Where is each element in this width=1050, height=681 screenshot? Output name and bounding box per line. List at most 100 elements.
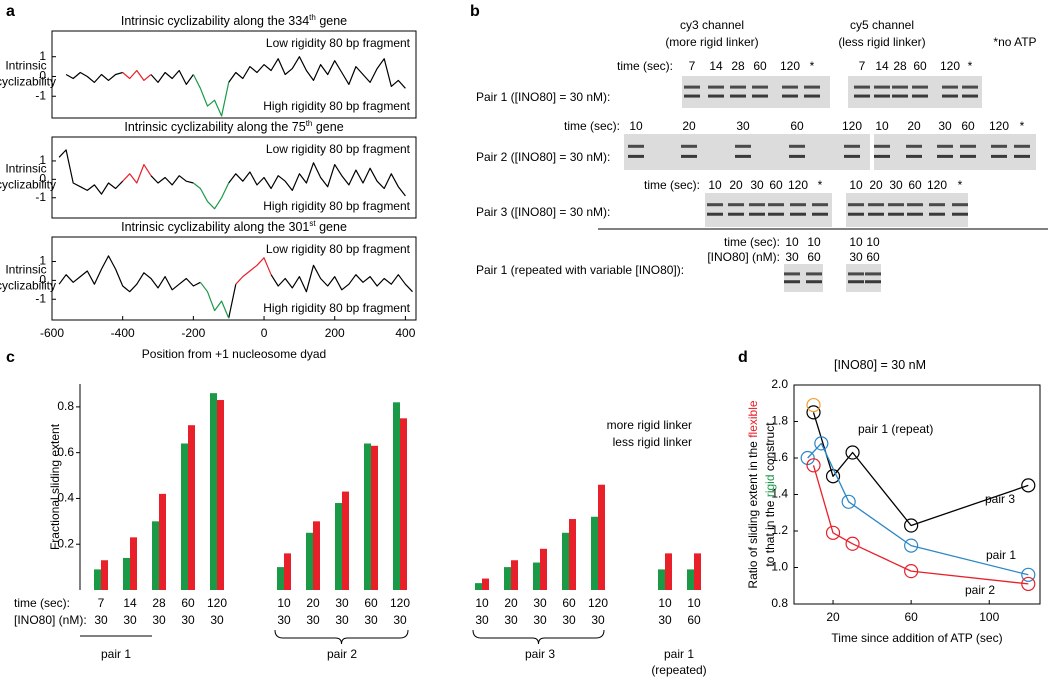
group-label: (repeated) [651, 663, 706, 677]
gel-band [684, 85, 700, 89]
series-label: High rigidity 80 bp fragment [263, 199, 410, 213]
data-line [122, 164, 152, 184]
lane-label: 60 [908, 178, 922, 192]
lane-label: 120 [842, 119, 862, 133]
y-tick-label: 1.0 [771, 560, 788, 574]
y-tick-label: 1.4 [771, 487, 788, 501]
lane-label: 10 [866, 235, 880, 249]
x-tick-label: 60 [181, 596, 195, 610]
lane-label: * [818, 178, 823, 192]
lane-label: 10 [785, 235, 799, 249]
gel-image [682, 76, 830, 108]
title-superscript: st [309, 219, 316, 228]
gel-band [728, 212, 744, 216]
data-line [192, 74, 230, 117]
x-tick-label: 20 [306, 596, 320, 610]
y-tick-label: -1 [35, 291, 46, 305]
gel-band [874, 144, 890, 148]
data-point [845, 536, 860, 551]
y-tick-label: 1 [39, 49, 46, 63]
bar [569, 519, 576, 590]
x-tick-label: 120 [390, 596, 410, 610]
gel-band [1014, 144, 1030, 148]
x-tick-label: -600 [40, 326, 64, 340]
lane-label: 60 [807, 250, 821, 264]
panel-label: c [6, 349, 15, 366]
x-axis-label: Position from +1 nucleosome dyad [142, 347, 326, 361]
x-tick-label: 120 [588, 596, 608, 610]
gel-band [790, 203, 806, 207]
gel-band [937, 144, 953, 148]
y-axis-label-part: to that in the [763, 497, 777, 566]
x-tick-label: 30 [393, 613, 407, 627]
gel-band [707, 212, 723, 216]
title-superscript: th [309, 13, 316, 22]
row-label: Pair 2 ([INO80] = 30 nM): [476, 150, 610, 164]
lane-label: 60 [961, 119, 975, 133]
gel-band [782, 94, 798, 98]
x-tick-label: 200 [325, 326, 345, 340]
group-label: pair 1 [101, 647, 131, 661]
x-tick-label: 100 [979, 610, 999, 624]
x-tick-label: 10 [687, 596, 701, 610]
bar [94, 569, 101, 590]
gel-band [806, 272, 822, 276]
note: *no ATP [993, 35, 1036, 49]
data-point [845, 445, 860, 460]
gel-band [912, 94, 928, 98]
y-axis-label-part: rigid [763, 474, 777, 497]
gel-band [868, 212, 884, 216]
lane-header: time (sec): [564, 119, 620, 133]
gel-band [865, 272, 881, 276]
lane-label: 28 [731, 59, 745, 73]
legend-entry: less rigid linker [613, 435, 692, 449]
gel-band [768, 212, 784, 216]
gel-band [942, 94, 958, 98]
data-point [1021, 567, 1036, 582]
gel-band [892, 85, 908, 89]
gel-band [912, 85, 928, 89]
bar [482, 578, 489, 590]
plot-frame [51, 236, 417, 321]
x-tick-label: 7 [98, 596, 105, 610]
y-tick-label: 1 [39, 254, 46, 268]
lane-label: 30 [849, 250, 863, 264]
series-label: pair 1 (repeat) [858, 422, 933, 436]
gel-band [812, 203, 828, 207]
group-label: pair 1 [664, 647, 694, 661]
bar [687, 569, 694, 590]
lane-label: 10 [629, 119, 643, 133]
gel-band [874, 154, 890, 158]
title-suffix: gene [316, 220, 347, 234]
lane-label: 20 [869, 178, 883, 192]
gel-band [844, 154, 860, 158]
channel-title: cy3 channel [680, 18, 744, 32]
gel-band [906, 144, 922, 148]
gel-image [624, 134, 870, 170]
y-axis-label: Intrinsic [5, 59, 46, 73]
y-axis-label: Ratio of sliding extent in the flexible [746, 400, 760, 588]
gel-band [804, 94, 820, 98]
lane-header: [INO80] (nM): [707, 250, 780, 264]
x-tick-label: 60 [904, 610, 918, 624]
x-tick-label: 30 [181, 613, 195, 627]
lane-label: 30 [785, 250, 799, 264]
x-tick-label: 60 [562, 596, 576, 610]
x-tick-label: 30 [533, 613, 547, 627]
y-tick-label: -1 [35, 190, 46, 204]
gel-band [929, 203, 945, 207]
bar [533, 562, 540, 590]
gel-band [937, 154, 953, 158]
bar [313, 521, 320, 590]
data-point [1021, 576, 1036, 592]
y-axis-label: Fractional sliding extent [48, 423, 62, 550]
gel-band [728, 203, 744, 207]
series-label: High rigidity 80 bp fragment [263, 301, 410, 315]
data-line [193, 182, 230, 210]
gel-band [681, 144, 697, 148]
data-point [904, 564, 919, 579]
x-tick-label: 30 [335, 596, 349, 610]
gel-band [962, 94, 978, 98]
channel-title: cy5 channel [850, 18, 914, 32]
series-label: pair 3 [985, 492, 1015, 506]
